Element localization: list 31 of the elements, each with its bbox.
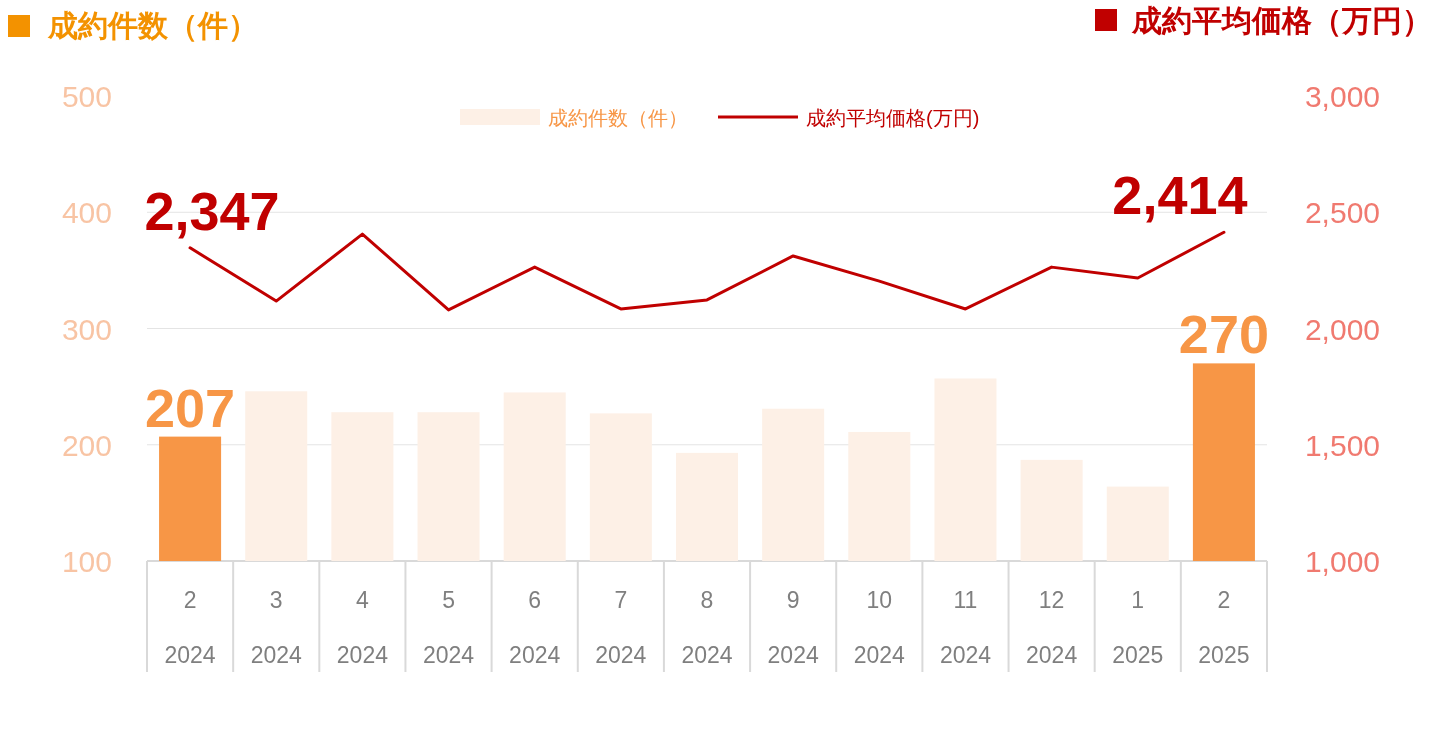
y2-tick-label: 3,000 (1304, 80, 1380, 113)
category-label: 8 2024 (681, 587, 733, 668)
category-label: 7 2024 (595, 587, 647, 668)
y-tick-label: 200 (61, 428, 112, 462)
y-tick-label: 300 (61, 312, 112, 346)
data-label: 2,347 (144, 180, 280, 241)
y2-tick-label: 1,500 (1304, 428, 1380, 462)
category-label: 6 2024 (509, 587, 561, 668)
y-tick-label: 500 (61, 80, 112, 113)
category-label: 10 2024 (853, 587, 905, 668)
category-label: 5 2024 (422, 587, 475, 668)
y-axis-title: 成約件数（件） (47, 9, 258, 42)
category-label: 2 2024 (164, 587, 216, 668)
y-tick-label: 400 (61, 196, 112, 230)
y2-tick-label: 2,500 (1304, 196, 1380, 230)
data-label: 2,414 (1112, 165, 1248, 226)
data-label: 270 (1178, 304, 1269, 365)
legend-label: 成約平均価格(万円) (806, 107, 980, 129)
y2-axis-title: 成約平均価格（万円） (1131, 4, 1432, 37)
category-label: 11 2024 (939, 587, 992, 668)
category-label: 12 2024 (1026, 587, 1078, 668)
category-label: 9 2024 (767, 587, 819, 668)
y2-tick-label: 1,000 (1304, 545, 1380, 578)
data-label: 207 (145, 377, 236, 438)
category-label: 4 2024 (336, 587, 388, 668)
y2-tick-label: 2,000 (1304, 312, 1380, 346)
category-label: 3 2024 (250, 587, 302, 668)
category-label: 1 2025 (1112, 587, 1164, 668)
y-tick-label: 100 (61, 545, 112, 578)
legend-label: 成約件数（件） (548, 107, 688, 129)
category-label: 2 2025 (1198, 587, 1250, 668)
